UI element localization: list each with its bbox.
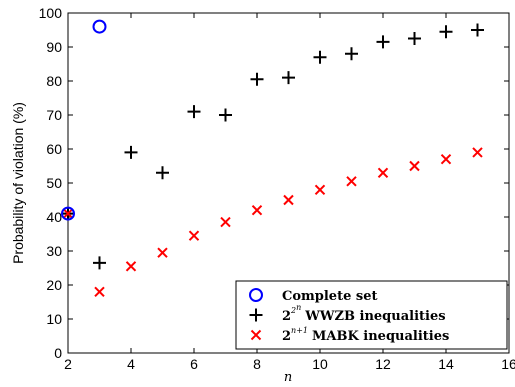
legend-label-wwzb: 22nWWZB inequalities — [282, 303, 446, 324]
y-tick-label: 80 — [46, 73, 62, 89]
data-point-plus — [471, 23, 484, 37]
data-point-circle — [92, 19, 107, 34]
data-point-plus — [187, 105, 201, 119]
data-point-plus — [124, 145, 138, 159]
legend-marker-cross — [250, 329, 262, 341]
y-tick-label: 50 — [46, 175, 62, 191]
data-point-circle — [61, 206, 75, 221]
y-tick-label: 70 — [46, 107, 62, 123]
legend-box — [235, 280, 508, 350]
data-point-cross — [188, 230, 200, 241]
data-point-plus — [156, 166, 169, 180]
y-tick-label: 30 — [46, 243, 62, 259]
data-point-plus — [376, 35, 390, 49]
legend-wwzb-base: 2 — [282, 309, 291, 324]
y-tick-label: 10 — [46, 311, 62, 327]
x-tick-label: 14 — [438, 356, 454, 372]
y-tick-label: 60 — [46, 141, 62, 157]
data-point-cross — [94, 286, 105, 298]
data-point-cross — [125, 261, 137, 272]
y-tick-label: 90 — [46, 39, 62, 55]
x-tick-label: 10 — [312, 356, 328, 372]
legend-wwzb-exp: 2 — [290, 306, 296, 315]
legend-label-complete-set: Complete set — [282, 289, 377, 304]
x-axis-title: n — [284, 370, 292, 385]
legend-mabk-exp: n+1 — [291, 326, 308, 335]
data-point-cross — [472, 147, 483, 158]
data-point-plus — [282, 71, 295, 85]
data-point-cross — [220, 216, 231, 228]
data-point-cross — [283, 194, 294, 206]
y-tick-label: 40 — [46, 209, 62, 225]
y-tick-label: 100 — [39, 5, 63, 21]
data-point-plus — [250, 72, 264, 86]
data-point-plus — [219, 108, 232, 122]
legend-wwzb-exp2: n — [296, 303, 301, 312]
data-marks — [61, 19, 484, 298]
x-tick-label: 6 — [190, 356, 198, 372]
data-point-cross — [314, 184, 326, 196]
legend-marker-circle — [249, 288, 263, 302]
data-point-plus — [93, 256, 106, 270]
legend-mabk-base: 2 — [282, 329, 291, 344]
y-tick-label: 20 — [46, 277, 62, 293]
x-tick-label: 4 — [127, 356, 135, 372]
legend-markers — [249, 288, 263, 341]
data-point-cross — [251, 204, 263, 216]
legend: Complete set 22nWWZB inequalities 2n+1 MA… — [235, 280, 508, 350]
x-tick-label: 12 — [375, 356, 391, 372]
data-point-plus — [313, 50, 327, 64]
legend-label-mabk: 2n+1 MABK inequalities — [282, 326, 449, 344]
x-tick-label: 8 — [253, 356, 261, 372]
legend-marker-plus — [249, 308, 263, 322]
y-axis-title: Probability of violation (%) — [10, 102, 26, 264]
data-point-cross — [62, 208, 74, 219]
data-point-cross — [440, 153, 452, 165]
data-point-cross — [157, 247, 168, 258]
x-tick-label: 2 — [64, 356, 72, 372]
data-point-cross — [409, 160, 420, 172]
data-point-cross — [346, 176, 357, 187]
x-tick-label: 16 — [501, 356, 515, 372]
data-point-plus — [439, 25, 453, 39]
data-point-plus — [408, 32, 421, 45]
y-tick-label: 0 — [54, 345, 62, 361]
data-point-cross — [377, 167, 389, 179]
legend-wwzb-name: WWZB inequalities — [304, 309, 445, 324]
axis-ticks: 2 4 6 8 10 12 14 16 0 10 20 30 40 50 60 70 80 90 100 — [39, 5, 515, 372]
legend-mabk-name: MABK inequalities — [312, 329, 449, 344]
data-point-plus — [345, 47, 358, 61]
